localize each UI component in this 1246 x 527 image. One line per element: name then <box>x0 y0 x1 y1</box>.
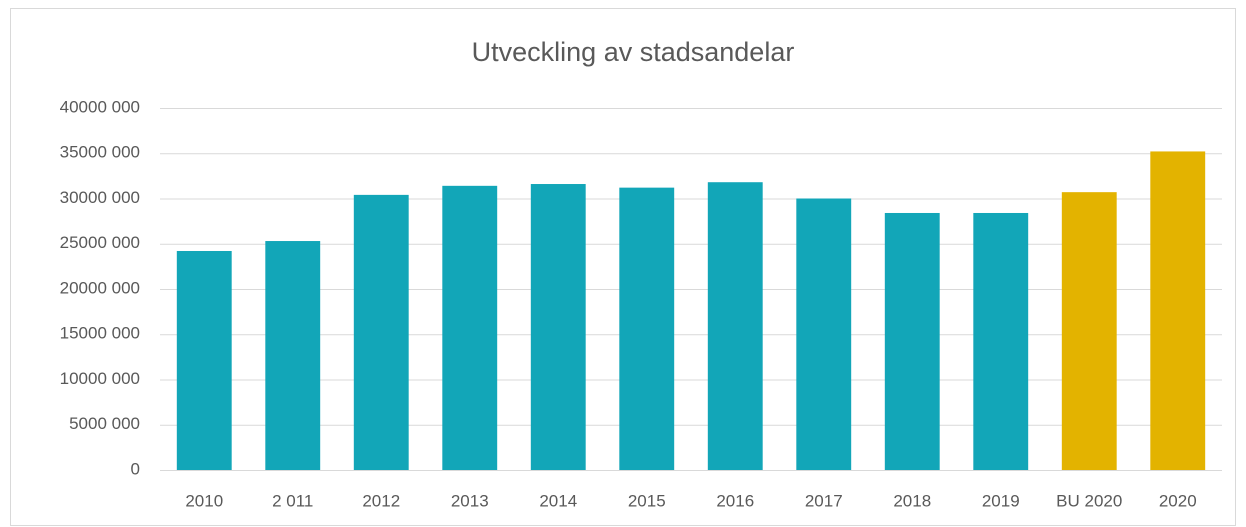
y-tick-label: 0 <box>131 459 140 478</box>
bar <box>707 182 763 470</box>
bar <box>353 194 409 470</box>
x-tick-label: 2013 <box>451 491 489 510</box>
y-tick-label: 15000 000 <box>60 324 140 343</box>
y-tick-label: 25000 000 <box>60 233 140 252</box>
x-tick-label: 2010 <box>185 491 223 510</box>
y-tick-label: 5000 000 <box>69 414 140 433</box>
x-tick-label: 2020 <box>1159 491 1197 510</box>
bar <box>1061 192 1117 471</box>
y-tick-label: 40000 000 <box>60 97 140 116</box>
bar <box>265 241 321 470</box>
bar <box>176 250 232 470</box>
bar <box>884 212 940 471</box>
bar <box>973 212 1029 471</box>
x-tick-label: 2014 <box>539 491 577 510</box>
x-tick-label: 2018 <box>893 491 931 510</box>
x-tick-label: 2012 <box>362 491 400 510</box>
y-tick-label: 35000 000 <box>60 143 140 162</box>
bar <box>619 187 675 470</box>
y-tick-label: 20000 000 <box>60 278 140 297</box>
x-tick-label: 2016 <box>716 491 754 510</box>
x-tick-label: 2017 <box>805 491 843 510</box>
y-tick-label: 30000 000 <box>60 188 140 207</box>
x-tick-label: 2019 <box>982 491 1020 510</box>
chart-title: Utveckling av stadsandelar <box>472 37 795 67</box>
y-tick-label: 10000 000 <box>60 369 140 388</box>
x-tick-label: BU 2020 <box>1056 491 1122 510</box>
x-tick-label: 2015 <box>628 491 666 510</box>
bar <box>442 185 498 470</box>
bar <box>530 184 586 470</box>
x-tick-label: 2 011 <box>272 491 313 510</box>
bar <box>796 198 852 470</box>
bar <box>1150 151 1206 470</box>
